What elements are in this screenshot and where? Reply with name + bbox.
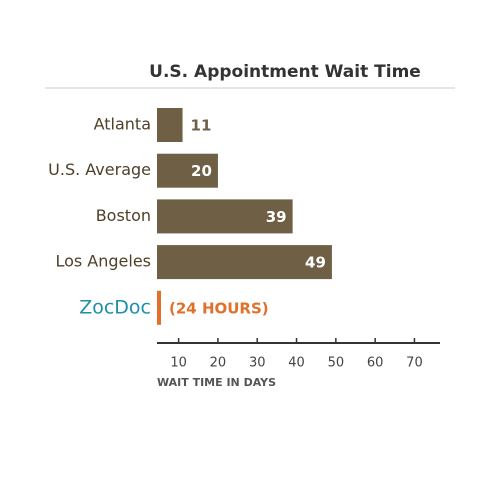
x-tick-label: 40: [288, 356, 305, 371]
value-label: 20: [191, 162, 212, 180]
category-label: ZocDoc: [79, 296, 151, 318]
category-label: Atlanta: [94, 115, 151, 134]
value-label: 49: [305, 254, 326, 272]
x-tick-label: 30: [249, 356, 266, 371]
category-label: U.S. Average: [48, 160, 151, 179]
value-label: 39: [266, 208, 287, 226]
bar: [157, 199, 293, 234]
chart-title: U.S. Appointment Wait Time: [149, 62, 421, 82]
bar: [157, 245, 332, 280]
category-label: Los Angeles: [55, 252, 151, 271]
category-label: Boston: [96, 206, 151, 225]
x-tick-label: 50: [328, 356, 345, 371]
value-label: (24 HOURS): [169, 299, 269, 317]
bar: [157, 290, 161, 325]
bar: [157, 153, 218, 188]
x-tick-label: 10: [170, 356, 187, 371]
x-axis-label: WAIT TIME IN DAYS: [157, 376, 276, 389]
x-tick-label: 70: [406, 356, 423, 371]
x-tick-label: 20: [210, 356, 227, 371]
x-tick-label: 60: [367, 356, 384, 371]
bar: [157, 108, 183, 142]
value-label: 11: [191, 117, 212, 135]
